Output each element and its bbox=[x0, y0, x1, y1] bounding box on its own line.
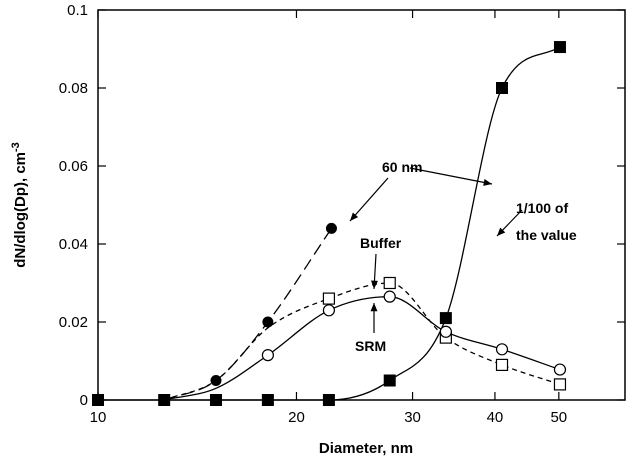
series-2-point-3 bbox=[439, 325, 452, 338]
series-2-point-1 bbox=[322, 304, 336, 317]
y-tick-label-0: 0 bbox=[80, 392, 88, 409]
series-2-point-2 bbox=[383, 290, 396, 303]
series-1-point-3 bbox=[495, 358, 509, 371]
y-tick-label-2: 0.04 bbox=[59, 236, 88, 253]
x-tick-label-1: 20 bbox=[288, 409, 305, 426]
arrow-srm bbox=[370, 303, 378, 333]
arrow-one-hundredth bbox=[496, 209, 523, 237]
x-tick-label-3: 40 bbox=[487, 409, 504, 426]
series-0-point-0 bbox=[210, 375, 222, 386]
x-axis-title: Diameter, nm bbox=[319, 440, 413, 457]
x-tick-label-0: 10 bbox=[90, 409, 107, 426]
y-tick-label-4: 0.08 bbox=[59, 80, 88, 97]
annotation-one-hundredth: 1/100 of bbox=[516, 200, 568, 216]
annotation-the-value: the value bbox=[516, 227, 577, 243]
series-0-point-1 bbox=[262, 316, 274, 328]
curve-60nm bbox=[163, 228, 333, 401]
series-3-point-8 bbox=[553, 41, 566, 54]
annotation-srm: SRM bbox=[355, 338, 386, 354]
arrow-buffer bbox=[370, 253, 378, 290]
arrow-60nm-to-curve bbox=[409, 167, 493, 186]
annotation-buffer: Buffer bbox=[360, 235, 402, 251]
annotation-arrows bbox=[349, 167, 523, 333]
plot-frame bbox=[97, 9, 626, 401]
x-tick-label-4: 50 bbox=[550, 409, 567, 426]
y-axis-title-main: dN/dlog(Dp), cm bbox=[12, 152, 29, 268]
curve-srm bbox=[164, 296, 561, 401]
svg-text:dN/dlog(Dp), cm-3: dN/dlog(Dp), cm-3 bbox=[10, 142, 29, 268]
series-3-point-6 bbox=[439, 312, 452, 325]
series-0-point-2 bbox=[325, 222, 337, 234]
markers bbox=[92, 41, 567, 406]
series-3-point-5 bbox=[383, 374, 396, 387]
y-axis-title-superscript: -3 bbox=[10, 142, 22, 152]
series-3-point-7 bbox=[496, 82, 509, 94]
annotation-60nm: 60 nm bbox=[382, 159, 422, 175]
series-1-point-0 bbox=[322, 292, 336, 305]
curve-buffer bbox=[163, 282, 561, 401]
series-2-point-0 bbox=[261, 349, 274, 362]
y-axis-title: dN/dlog(Dp), cm-3 bbox=[10, 142, 29, 268]
series-2-point-5 bbox=[553, 363, 567, 376]
tick-labels: 10 20 30 40 50 0 0.02 0.04 0.06 0.08 0.1 bbox=[59, 2, 567, 426]
x-tick-label-2: 30 bbox=[404, 409, 421, 426]
y-tick-label-5: 0.1 bbox=[67, 2, 88, 19]
axis-ticks bbox=[97, 9, 625, 401]
series-2-point-4 bbox=[495, 343, 509, 356]
arrow-60nm bbox=[349, 177, 389, 222]
series-1-point-4 bbox=[553, 378, 567, 391]
y-tick-label-1: 0.02 bbox=[59, 314, 88, 331]
series-1-point-1 bbox=[383, 276, 396, 290]
y-tick-label-3: 0.06 bbox=[59, 158, 88, 175]
